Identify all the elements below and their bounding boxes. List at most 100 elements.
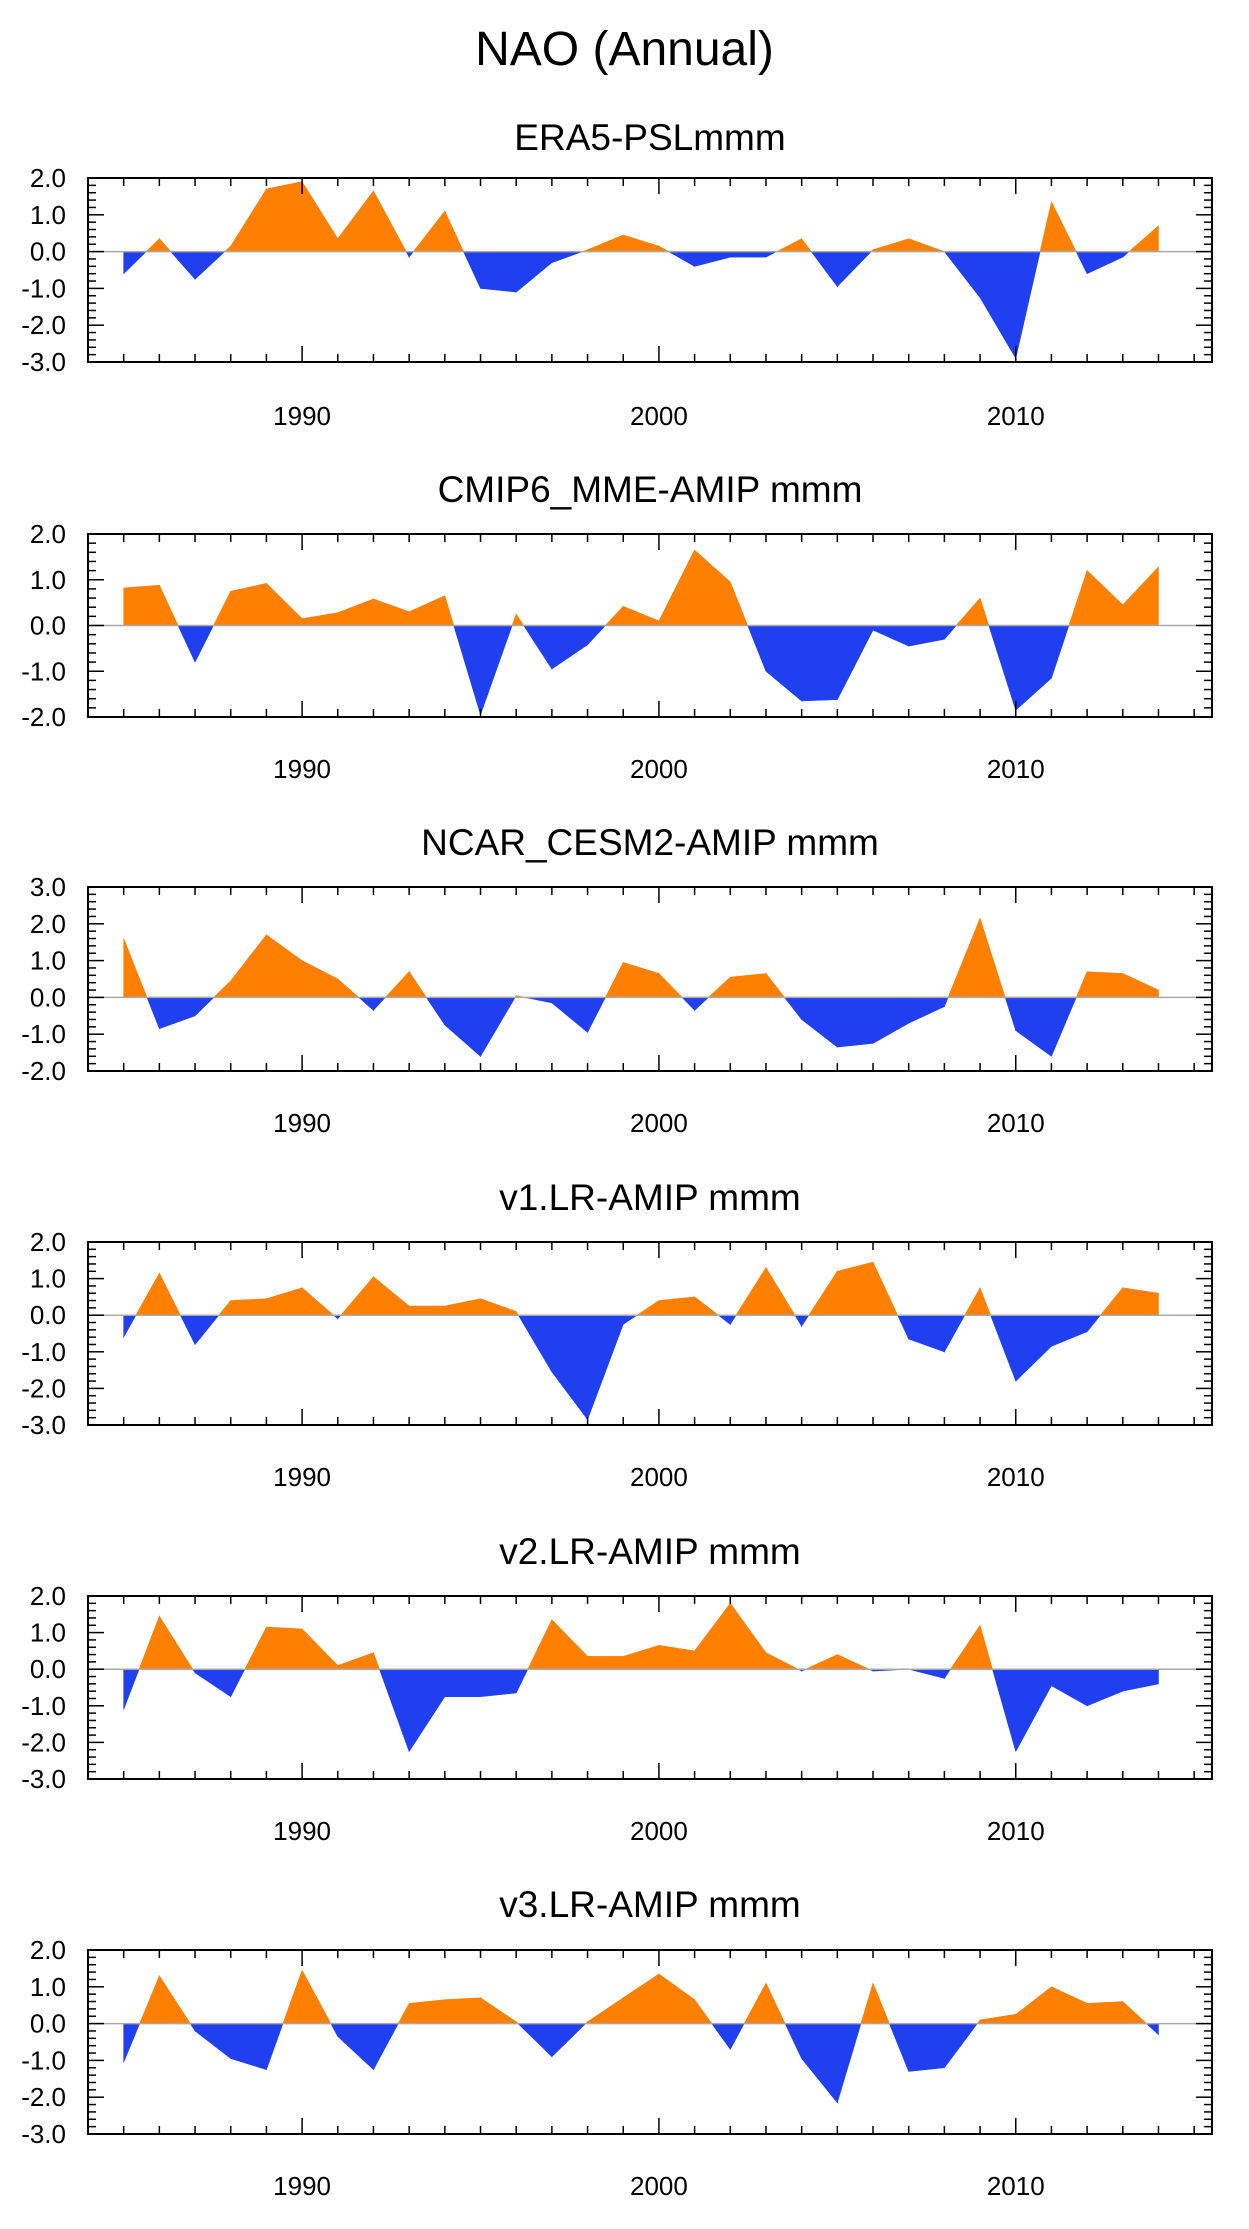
negative-area-segment xyxy=(525,997,553,1004)
negative-area-segment xyxy=(765,251,777,258)
negative-area-segment xyxy=(551,251,583,264)
positive-area-segment xyxy=(947,918,981,998)
y-tick-label: 2.0 xyxy=(30,163,66,193)
negative-area-segment xyxy=(622,1314,638,1325)
positive-area-segment xyxy=(801,237,812,252)
negative-area-segment xyxy=(1086,251,1124,275)
negative-area-segment xyxy=(480,625,513,715)
negative-area-segment xyxy=(194,625,214,663)
positive-area-segment xyxy=(408,1305,446,1316)
negative-area-segment xyxy=(123,1314,137,1339)
positive-area-segment xyxy=(658,245,670,252)
positive-area-segment xyxy=(123,938,148,998)
negative-area-segment xyxy=(1086,1314,1102,1333)
positive-area-segment xyxy=(408,595,446,626)
negative-area-segment xyxy=(694,997,710,1011)
y-tick-label: 1.0 xyxy=(30,1264,66,1294)
positive-area-segment xyxy=(735,1266,767,1316)
positive-area-segment xyxy=(872,1262,899,1316)
negative-area-segment xyxy=(872,997,910,1044)
y-tick-label: -3.0 xyxy=(21,347,66,377)
positive-area-segment xyxy=(337,598,374,626)
positive-area-segment xyxy=(1015,1986,1052,2024)
negative-area-segment xyxy=(266,2023,284,2070)
negative-area-segment xyxy=(357,997,374,1011)
y-tick-label: -2.0 xyxy=(21,1056,66,1086)
x-tick-label: 2010 xyxy=(987,2171,1045,2201)
positive-area-segment xyxy=(337,1652,374,1670)
negative-area-segment xyxy=(1145,2023,1159,2036)
negative-area-segment xyxy=(444,997,481,1057)
y-tick-label: -1.0 xyxy=(21,2045,66,2075)
y-tick-label: 0.0 xyxy=(30,237,66,267)
positive-area-segment xyxy=(218,1299,232,1316)
positive-area-segment xyxy=(373,1276,410,1316)
positive-area-segment xyxy=(1068,570,1088,626)
negative-area-segment xyxy=(1122,251,1130,258)
positive-area-segment xyxy=(604,605,624,626)
negative-area-segment xyxy=(681,997,695,1012)
positive-area-segment xyxy=(266,582,303,626)
negative-area-segment xyxy=(159,997,196,1030)
y-tick-label: 0.0 xyxy=(30,1300,66,1330)
positive-area-segment xyxy=(1122,566,1159,626)
negative-area-segment xyxy=(897,1314,910,1340)
y-tick-label: 1.0 xyxy=(30,1618,66,1648)
positive-area-segment xyxy=(694,1998,713,2024)
negative-area-segment xyxy=(1015,997,1052,1057)
x-tick-label: 2010 xyxy=(987,1462,1045,1492)
negative-area-segment xyxy=(810,251,838,288)
negative-area-segment xyxy=(179,1314,196,1345)
plot-frame xyxy=(87,886,1213,1072)
positive-area-segment xyxy=(408,970,427,998)
negative-area-segment xyxy=(177,625,196,663)
positive-area-segment xyxy=(1051,201,1077,252)
x-tick-label: 1990 xyxy=(273,1816,331,1846)
negative-area-segment xyxy=(373,2023,399,2070)
y-tick-label: 0.0 xyxy=(30,1654,66,1684)
negative-area-segment xyxy=(194,997,215,1017)
x-tick-label: 1990 xyxy=(273,1108,331,1138)
positive-area-segment xyxy=(860,1983,874,2024)
positive-area-segment xyxy=(230,187,267,252)
negative-area-segment xyxy=(837,2023,862,2103)
plot-frame xyxy=(87,177,1213,363)
positive-area-segment xyxy=(979,2014,1017,2024)
negative-area-segment xyxy=(373,997,387,1012)
negative-area-segment xyxy=(988,625,1017,711)
negative-area-segment xyxy=(711,2023,731,2051)
negative-area-segment xyxy=(1015,251,1041,359)
positive-area-segment xyxy=(707,976,731,998)
positive-area-segment xyxy=(159,237,172,252)
negative-area-segment xyxy=(123,251,147,275)
negative-area-segment xyxy=(1051,997,1077,1057)
y-tick-label: -2.0 xyxy=(21,1373,66,1403)
panel-title: v2.LR-AMIP mmm xyxy=(499,1531,801,1572)
positive-area-segment xyxy=(1086,971,1124,998)
negative-area-segment xyxy=(425,997,446,1026)
negative-area-segment xyxy=(480,997,516,1058)
positive-area-segment xyxy=(622,1645,660,1670)
negative-area-segment xyxy=(729,251,767,258)
positive-area-segment xyxy=(301,180,339,252)
negative-area-segment xyxy=(194,2023,232,2060)
positive-area-segment xyxy=(301,612,339,626)
positive-area-segment xyxy=(635,1299,660,1316)
negative-area-segment xyxy=(1015,1668,1052,1752)
positive-area-segment xyxy=(139,1975,160,2024)
x-tick-label: 2010 xyxy=(987,754,1045,784)
positive-area-segment xyxy=(384,970,410,998)
positive-area-segment xyxy=(301,1628,339,1670)
x-tick-label: 2000 xyxy=(630,2171,688,2201)
x-tick-label: 1990 xyxy=(273,754,331,784)
negative-area-segment xyxy=(801,625,838,702)
positive-area-segment xyxy=(765,972,786,998)
x-tick-label: 2010 xyxy=(987,1108,1045,1138)
positive-area-segment xyxy=(658,1973,695,2024)
positive-area-segment xyxy=(301,960,339,998)
positive-area-segment xyxy=(480,1997,517,2024)
positive-area-segment xyxy=(373,598,410,626)
positive-area-segment xyxy=(622,234,660,252)
positive-area-segment xyxy=(213,980,232,998)
positive-area-segment xyxy=(230,933,267,998)
